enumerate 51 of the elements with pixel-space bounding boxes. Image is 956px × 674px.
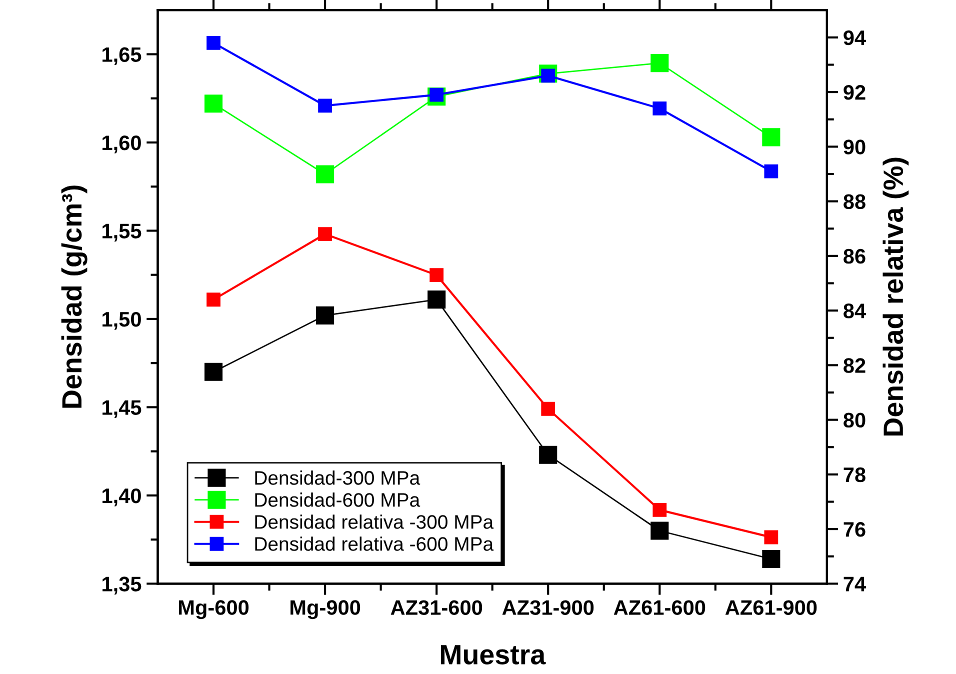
point [428,290,446,309]
x-tick-label: Mg-900 [290,600,360,620]
y-tick-label: 1,35 [102,576,142,594]
y-tick-label: 1,50 [102,312,141,330]
legend-label: Densidad relativa -300 MPa [255,514,494,529]
point [539,446,558,464]
point [650,54,669,72]
point [316,306,334,324]
y2-tick-label: 88 [844,194,866,210]
y2-axis-title: Densidad relativa (%) [882,158,909,436]
point [430,268,444,282]
point [204,362,223,381]
point [650,522,669,540]
point [318,98,332,113]
y-tick-label: 1,65 [102,47,142,66]
x-tick-label: AZ61-900 [725,600,817,615]
y-tick-label: 1,55 [102,224,142,242]
y2-tick-label: 84 [844,304,866,318]
point [652,101,667,116]
point [652,502,667,517]
point [762,128,780,146]
y2-tick-label: 90 [844,140,866,154]
x-tick-label: Mg-600 [179,600,249,620]
y2-tick-label: 80 [844,412,866,428]
y2-tick-label: 82 [844,358,866,373]
legend-label: Densidad relativa -600 MPa [255,536,494,551]
y-tick-label: 1,45 [102,400,142,418]
y2-tick-label: 86 [844,248,866,264]
x-tick-label: AZ31-600 [390,600,482,615]
y2-tick-label: 76 [844,522,866,537]
y-tick-label: 1,40 [102,488,141,506]
point [204,94,223,113]
point [762,550,780,568]
x-tick-label: AZ31-900 [502,600,594,615]
point [206,292,220,307]
point [541,402,556,416]
point [764,530,778,544]
point [318,227,332,242]
x-tick-label: AZ61-600 [614,600,706,615]
x-axis-title: Muestra [440,645,546,664]
legend-label: Densidad-300 MPa [255,470,420,485]
y2-tick-label: 94 [844,30,866,46]
y2-tick-label: 74 [844,576,866,592]
legend-label: Densidad-600 MPa [255,492,420,507]
y-axis-title: Densidad (g/cm³) [61,186,88,408]
y2-tick-label: 92 [844,85,866,100]
point [764,164,778,178]
point [316,165,334,184]
point [206,36,220,50]
y-tick-label: 1,60 [102,135,141,154]
y2-tick-label: 78 [844,467,866,482]
